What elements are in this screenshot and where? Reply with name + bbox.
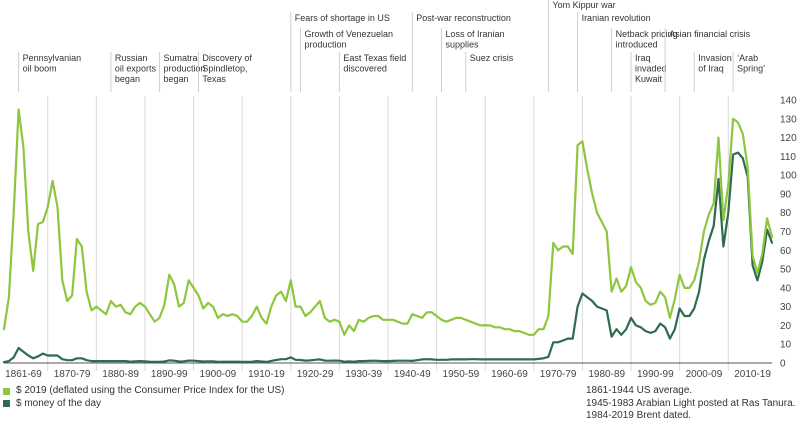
y-tick-label: 90 — [780, 189, 792, 200]
legend-label-nominal: $ money of the day — [16, 397, 102, 409]
annotation-label: Sumatra — [164, 53, 198, 63]
source-note: 1945-1983 Arabian Light posted at Ras Ta… — [586, 397, 796, 409]
x-tick-label: 1990-99 — [637, 369, 674, 380]
x-tick-label: 2000-09 — [686, 369, 723, 380]
y-tick-label: 40 — [780, 283, 792, 294]
legend: $ 2019 (deflated using the Consumer Pric… — [3, 385, 284, 410]
y-tick-label: 0 — [780, 359, 786, 370]
x-tick-label: 1890-99 — [151, 369, 188, 380]
y-tick-label: 30 — [780, 302, 792, 313]
annotation-label: Suez crisis — [470, 53, 514, 63]
annotation-label: Spindletop, — [202, 64, 247, 74]
annotation-label: ‘Arab — [737, 53, 758, 63]
annotation-label: supplies — [445, 40, 479, 50]
annotation-label: Iraq — [635, 53, 651, 63]
x-tick-label: 1920-29 — [297, 369, 334, 380]
annotation-label: Invasion — [698, 53, 732, 63]
series-line-real-2019-dollars — [2, 108, 774, 336]
annotation-label: Asian financial crisis — [669, 29, 751, 39]
annotation-label: Growth of Venezuelan — [305, 29, 394, 39]
x-tick-label: 1970-79 — [540, 369, 577, 380]
source-note: 1861-1944 US average. — [586, 385, 693, 396]
y-tick-label: 110 — [780, 152, 796, 163]
y-tick-label: 60 — [780, 246, 792, 257]
x-tick-label: 1940-49 — [394, 369, 431, 380]
annotation-label: oil boom — [23, 64, 57, 74]
x-tick-label: 1950-59 — [443, 369, 480, 380]
y-tick-label: 130 — [780, 114, 797, 125]
x-tick-label: 1861-69 — [5, 369, 42, 380]
annotation-label: invaded — [635, 64, 667, 74]
legend-swatch-nominal — [3, 400, 10, 408]
y-tick-label: 120 — [780, 133, 797, 144]
annotation-label: of Iraq — [698, 64, 724, 74]
annotation-label: Kuwait — [635, 74, 663, 84]
y-tick-label: 80 — [780, 208, 792, 219]
annotation-label: began — [115, 74, 140, 84]
x-tick-label: 1960-69 — [491, 369, 528, 380]
annotation-label: Spring’ — [737, 64, 765, 74]
annotation-label: Post-war reconstruction — [416, 13, 511, 23]
annotation-label: Yom Kippur war — [552, 0, 615, 10]
annotation-label: production — [305, 40, 347, 50]
annotation-label: Netback pricing — [616, 29, 678, 39]
annotation-label: Loss of Iranian — [445, 29, 504, 39]
x-tick-label: 1910-19 — [248, 369, 285, 380]
y-tick-label: 100 — [780, 171, 797, 182]
legend-label-real: $ 2019 (deflated using the Consumer Pric… — [16, 385, 285, 396]
annotation-label: oil exports — [115, 64, 157, 74]
annotation-label: Discovery of — [202, 53, 252, 63]
annotation-label: East Texas field — [343, 53, 406, 63]
legend-swatch-real — [3, 387, 10, 395]
annotation-label: Texas — [202, 74, 226, 84]
y-tick-label: 140 — [780, 96, 797, 107]
annotation-label: Fears of shortage in US — [295, 13, 390, 23]
annotation-label: introduced — [616, 40, 658, 50]
x-tick-label: 1870-79 — [54, 369, 91, 380]
annotation-label: Russian — [115, 53, 148, 63]
annotation-label: Iranian revolution — [582, 13, 651, 23]
x-tick-label: 1930-39 — [345, 369, 382, 380]
annotation-label: Pennsylvanian — [23, 53, 82, 63]
annotation-label: discovered — [343, 64, 387, 74]
y-tick-label: 50 — [780, 265, 792, 276]
source-note: 1984-2019 Brent dated. — [586, 410, 692, 421]
x-tick-label: 1880-89 — [102, 369, 139, 380]
y-tick-label: 70 — [780, 227, 792, 238]
x-tick-label: 1900-09 — [200, 369, 237, 380]
series-line-money-of-the-day — [2, 151, 774, 364]
annotation-label: began — [164, 74, 189, 84]
legend-item-real: $ 2019 (deflated using the Consumer Pric… — [3, 385, 284, 398]
x-tick-label: 1980-89 — [588, 369, 625, 380]
y-tick-label: 10 — [780, 340, 792, 351]
annotation-label: production — [164, 64, 206, 74]
x-tick-label: 2010-19 — [734, 369, 771, 380]
source-notes: 1861-1944 US average. 1945-1983 Arabian … — [586, 385, 795, 423]
legend-item-nominal: $ money of the day — [3, 398, 284, 411]
y-tick-label: 20 — [780, 321, 792, 332]
